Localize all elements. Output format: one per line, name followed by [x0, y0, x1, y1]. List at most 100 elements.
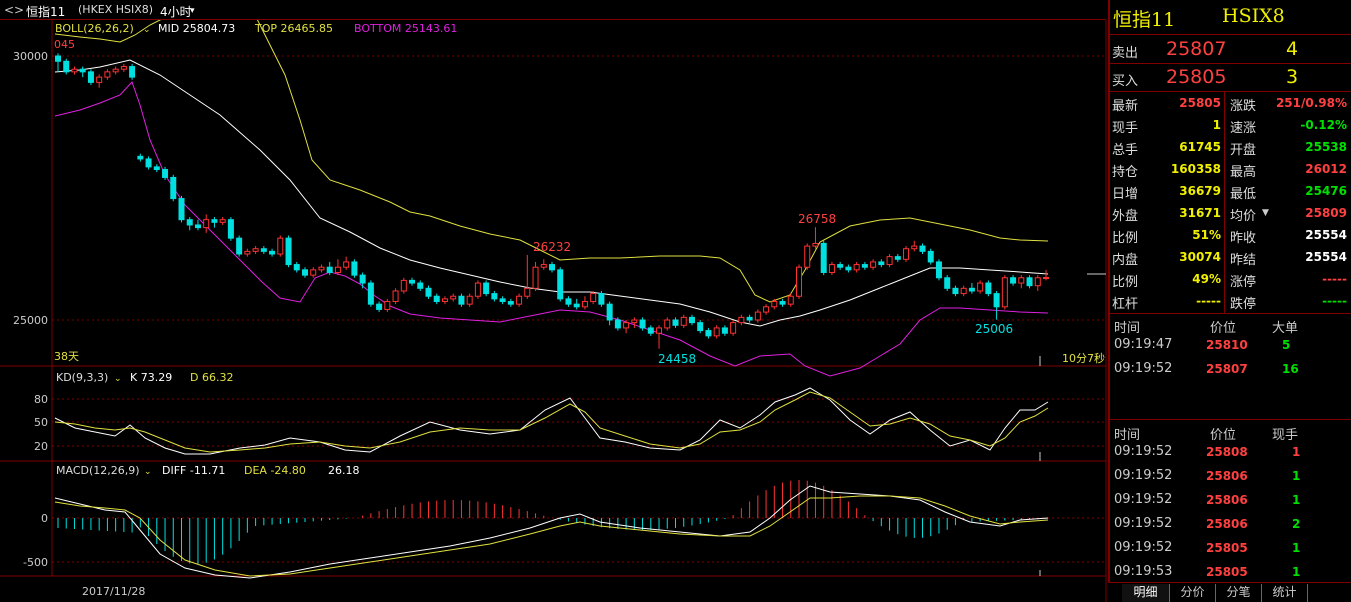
- candle: [688, 314, 695, 326]
- quote-label: 涨跌: [1230, 99, 1257, 114]
- quote-value: -----: [1322, 294, 1347, 308]
- kd-d-line: [54, 391, 1049, 453]
- back-arrow-icon[interactable]: <>: [4, 3, 25, 17]
- quote-row: 最新 25805 涨跌 251/0.98%: [1110, 92, 1351, 114]
- candle-body: [260, 248, 267, 252]
- quote-symbol-name: 恒指11: [1113, 9, 1176, 31]
- candle-body: [491, 293, 498, 300]
- candle: [491, 290, 498, 302]
- tick-price: 25805: [1206, 565, 1248, 579]
- bid-label: 买入: [1112, 74, 1139, 89]
- candle: [343, 256, 350, 270]
- tick-time: 09:19:52: [1114, 516, 1173, 531]
- candle-body: [565, 298, 572, 305]
- candle: [219, 217, 226, 225]
- candle-body: [1010, 277, 1017, 284]
- ticks-header: 时间 价位 现手: [1110, 421, 1351, 443]
- tick-volume: 1: [1292, 565, 1301, 579]
- boll-chevron-icon[interactable]: ⌄: [143, 25, 151, 35]
- period-selector[interactable]: 4小时: [160, 5, 192, 19]
- candle-body: [820, 242, 827, 273]
- candle: [993, 290, 1000, 320]
- candle-body: [697, 322, 704, 332]
- macd-chevron-icon[interactable]: ⌄: [144, 467, 152, 477]
- candle-body: [499, 298, 506, 303]
- ask-volume: 4: [1286, 38, 1299, 60]
- candle: [713, 325, 720, 339]
- quote-value: 49%: [1192, 272, 1221, 286]
- candle-body: [417, 282, 424, 289]
- candle: [211, 217, 218, 228]
- macd-histogram: [57, 480, 1047, 564]
- candle: [870, 259, 877, 270]
- candle: [260, 246, 267, 254]
- bid-row[interactable]: 买入 25805 3: [1110, 65, 1351, 91]
- candle-body: [861, 264, 868, 268]
- candle-body: [763, 306, 770, 313]
- candle: [458, 293, 465, 307]
- order-price: 25807: [1206, 362, 1248, 376]
- candle: [919, 243, 926, 254]
- quote-value: 1: [1212, 118, 1221, 132]
- col-time: 时间: [1114, 428, 1141, 443]
- candle-body: [557, 269, 564, 300]
- chevron-down-icon[interactable]: ▼: [1262, 208, 1269, 218]
- ask-label: 卖出: [1112, 46, 1139, 61]
- candle-body: [656, 327, 663, 334]
- boll-indicator-label[interactable]: BOLL(26,26,2): [55, 22, 134, 35]
- chevron-down-icon[interactable]: ▾: [190, 6, 195, 16]
- macd-indicator-label[interactable]: MACD(12,26,9): [56, 464, 140, 477]
- candle-body: [334, 266, 341, 273]
- candle: [614, 317, 621, 331]
- candle-body: [203, 219, 210, 229]
- candle-body: [310, 269, 317, 276]
- chart-area[interactable]: 30000 25000 80 50 20 0 -500 BOLL(26,26,2…: [0, 9, 1108, 602]
- col-time: 时间: [1114, 321, 1141, 336]
- quote-value: 36679: [1179, 184, 1221, 198]
- candle: [96, 74, 103, 88]
- tab-price-distribution[interactable]: 分价: [1170, 584, 1216, 602]
- candle-body: [269, 250, 276, 255]
- candle-body: [186, 219, 193, 226]
- candle: [79, 66, 86, 78]
- candle: [524, 254, 531, 299]
- candle: [837, 261, 844, 270]
- candle: [771, 298, 778, 310]
- candle-body: [771, 301, 778, 308]
- kd-indicator-label[interactable]: KD(9,3,3): [56, 371, 108, 384]
- candle-body: [450, 295, 457, 300]
- candle: [532, 261, 539, 291]
- ask-row[interactable]: 卖出 25807 4: [1110, 37, 1351, 63]
- candle: [63, 58, 70, 75]
- candle-body: [170, 176, 177, 200]
- candle: [590, 290, 597, 305]
- macd-dea-line: [54, 495, 1049, 577]
- bid-volume: 3: [1286, 66, 1299, 88]
- tick-time: 09:19:52: [1114, 468, 1173, 483]
- tab-tick[interactable]: 分笔: [1216, 584, 1262, 602]
- tick-row: 09:19:53 25805 1: [1110, 561, 1351, 583]
- divider: [1110, 419, 1351, 420]
- big-order-row: 09:19:52 25807 16: [1110, 358, 1351, 380]
- candle-body: [194, 224, 201, 229]
- candle: [112, 66, 119, 75]
- candle: [318, 264, 325, 273]
- ask-price: 25807: [1166, 38, 1227, 60]
- candle-body: [787, 295, 794, 305]
- tick-volume: 2: [1292, 517, 1301, 531]
- tab-statistics[interactable]: 统计: [1262, 584, 1308, 602]
- tab-detail[interactable]: 明细: [1122, 584, 1170, 602]
- order-time: 09:19:52: [1114, 361, 1173, 376]
- candle: [516, 293, 523, 307]
- candle: [812, 227, 819, 249]
- quote-label: 昨收: [1230, 231, 1257, 246]
- quote-value: 51%: [1192, 228, 1221, 242]
- candle: [1010, 275, 1017, 286]
- candle-body: [581, 301, 588, 308]
- candles-group: [55, 53, 1049, 349]
- kline-chart[interactable]: 30000 25000 80 50 20 0 -500 BOLL(26,26,2…: [0, 9, 1108, 602]
- candle: [804, 243, 811, 270]
- kd-chevron-icon[interactable]: ⌄: [114, 374, 122, 384]
- quote-label: 均价: [1230, 209, 1257, 224]
